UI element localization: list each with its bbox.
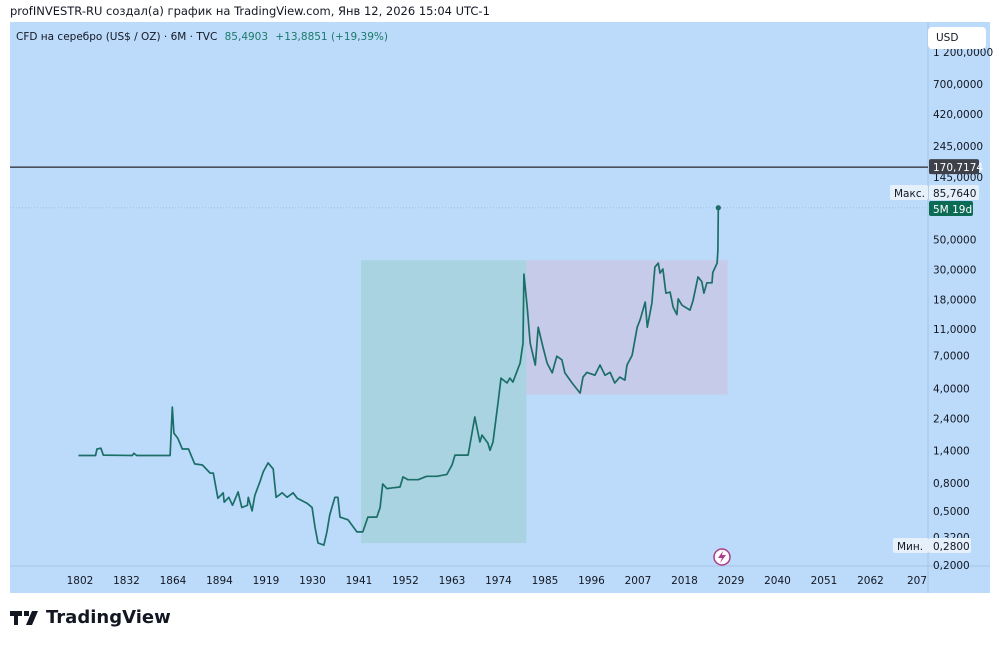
x-tick-label: 2051 (811, 575, 838, 587)
x-tick-label: 1985 (532, 575, 559, 587)
max-label-bg (890, 185, 928, 200)
x-tick-label: 2040 (764, 575, 791, 587)
price-change: +13,8851 (+19,39%) (275, 31, 388, 43)
horizontal-line-price-label-bg (929, 159, 979, 175)
max-value-label: 85,7640 (929, 185, 979, 200)
lightning-icon (713, 548, 731, 566)
min-label-text: Мин. (897, 541, 923, 553)
max-label-text: Макс. (894, 188, 925, 200)
x-tick-label: 1930 (299, 575, 326, 587)
y-tick-label: 0,2000 (933, 560, 970, 572)
min-value-label-text: 0,2800 (933, 541, 970, 553)
logo-text: TradingView (46, 607, 171, 628)
y-tick-label: 50,0000 (933, 235, 976, 247)
x-tick-label: 1941 (346, 575, 373, 587)
last-price: 85,4903 (224, 31, 269, 43)
x-tick-label: 1974 (485, 575, 512, 587)
chart-credit: profINVESTR-RU создал(а) график на Tradi… (10, 4, 490, 18)
purple-range-box (526, 260, 728, 395)
silver-price-line (78, 207, 720, 546)
x-tick-label: 1952 (392, 575, 419, 587)
min-label-bg (893, 538, 929, 553)
x-tick-label: 1832 (113, 575, 140, 587)
y-tick-label: 1 200,0000 (933, 47, 993, 59)
x-tick-label: 2018 (671, 575, 698, 587)
horizontal-line-price-label-text: 170,7174 (933, 162, 983, 174)
x-tick-label: 2062 (857, 575, 884, 587)
x-tick-label: 1802 (67, 575, 94, 587)
lightning-icon-bolt (718, 551, 726, 563)
y-tick-label: 30,0000 (933, 265, 976, 277)
currency-button[interactable]: USD (928, 27, 986, 49)
x-tick-label: 1864 (160, 575, 187, 587)
y-tick-label: 0,8000 (933, 478, 970, 490)
y-tick-label: 4,0000 (933, 383, 970, 395)
x-tick-label: 1963 (439, 575, 466, 587)
y-tick-label: 1,4000 (933, 445, 970, 457)
x-tick-label: 2029 (718, 575, 745, 587)
x-tick-label: 207 (907, 575, 927, 587)
y-tick-label: 700,0000 (933, 79, 983, 91)
min-label: Мин. (893, 538, 929, 553)
x-tick-label: 1996 (578, 575, 605, 587)
y-tick-label: 0,5000 (933, 506, 970, 518)
y-tick-label: 145,0000 (933, 172, 983, 184)
y-tick-label: 420,0000 (933, 109, 983, 121)
y-tick-label: 18,0000 (933, 295, 976, 307)
tradingview-logo[interactable]: TradingView (10, 607, 171, 628)
min-value-label-bg (929, 538, 971, 553)
max-value-label-bg (929, 185, 979, 200)
bar-countdown-label-text: 5M 19d (933, 204, 972, 216)
x-tick-label: 1894 (206, 575, 233, 587)
y-tick-label: 11,0000 (933, 324, 976, 336)
y-tick-label: 2,4000 (933, 413, 970, 425)
bar-countdown-label-bg (929, 201, 973, 216)
tradingview-logo-icon (10, 610, 38, 625)
teal-range-box (361, 260, 527, 544)
bar-countdown-label: 5M 19d (929, 201, 973, 216)
horizontal-line-price-label: 170,7174 (929, 159, 983, 175)
x-tick-label: 2007 (625, 575, 652, 587)
x-tick-label: 1919 (253, 575, 280, 587)
y-tick-label: 7,0000 (933, 350, 970, 362)
min-value-label: 0,2800 (929, 538, 971, 553)
y-tick-label: 245,0000 (933, 141, 983, 153)
max-value-label-text: 85,7640 (933, 188, 976, 200)
symbol-legend: CFD на серебро (US$ / OZ) · 6M · TVC 85,… (16, 31, 388, 43)
last-price-dot (715, 205, 721, 211)
max-label: Макс. (890, 185, 928, 200)
symbol-title[interactable]: CFD на серебро (US$ / OZ) · 6M · TVC (16, 31, 218, 43)
